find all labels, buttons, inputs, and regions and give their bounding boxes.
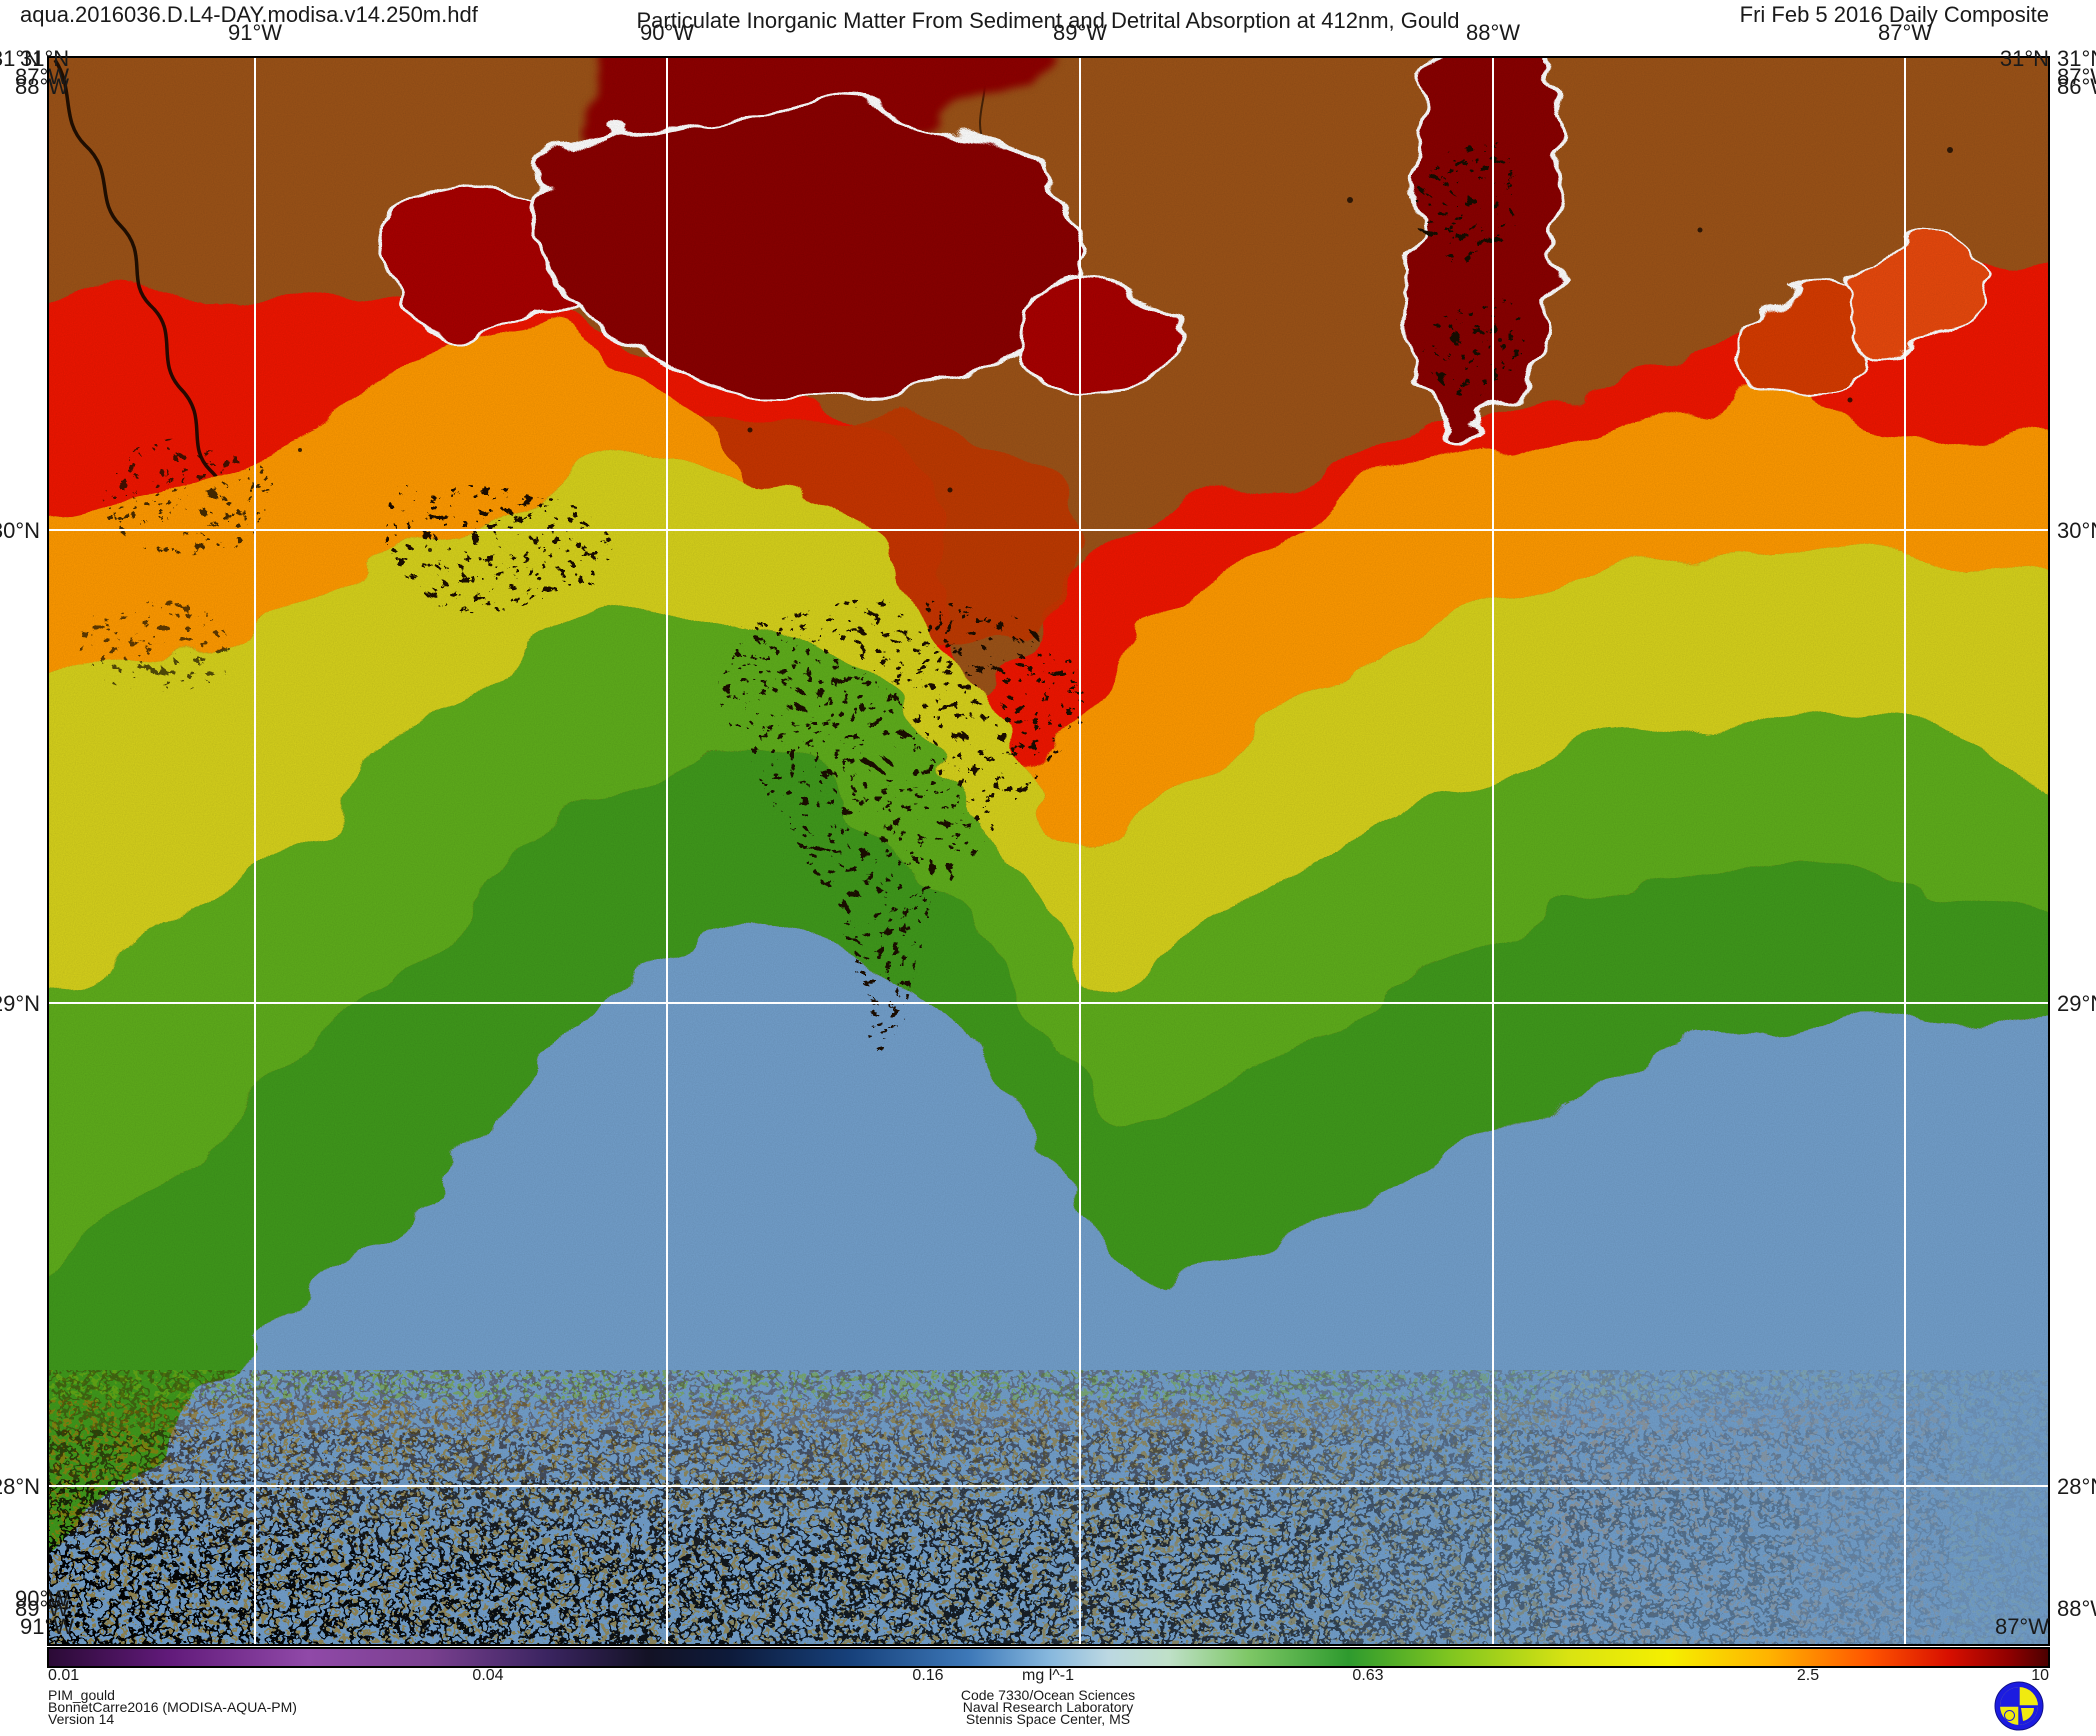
- svg-text:30°N: 30°N: [2057, 518, 2096, 543]
- svg-text:91°W: 91°W: [228, 20, 282, 45]
- svg-text:88°W: 88°W: [15, 74, 69, 99]
- svg-text:28°N: 28°N: [2057, 1474, 2096, 1499]
- svg-text:0.01: 0.01: [48, 1667, 79, 1684]
- svg-text:Particulate Inorganic Matter F: Particulate Inorganic Matter From Sedime…: [637, 8, 1460, 33]
- svg-text:2.5: 2.5: [1797, 1667, 1819, 1684]
- svg-text:0.63: 0.63: [1352, 1667, 1383, 1684]
- svg-text:mg l^-1: mg l^-1: [1022, 1667, 1074, 1684]
- svg-text:90°W: 90°W: [640, 20, 694, 45]
- svg-text:89°W: 89°W: [1053, 20, 1107, 45]
- svg-text:29°N: 29°N: [0, 991, 40, 1016]
- svg-text:Version 14: Version 14: [48, 1711, 114, 1727]
- svg-text:31°N: 31°N: [2057, 46, 2096, 71]
- svg-text:31°N: 31°N: [2000, 46, 2049, 71]
- svg-text:88°W: 88°W: [1466, 20, 1520, 45]
- svg-text:87°W: 87°W: [1995, 1614, 2049, 1639]
- svg-text:0.16: 0.16: [912, 1667, 943, 1684]
- svg-text:10: 10: [2031, 1667, 2049, 1684]
- svg-text:90°W: 90°W: [15, 1586, 69, 1611]
- svg-text:31°N: 31°N: [0, 46, 40, 71]
- svg-text:Stennis Space Center, MS: Stennis Space Center, MS: [966, 1711, 1130, 1727]
- svg-text:87°W: 87°W: [1878, 20, 1932, 45]
- svg-text:29°N: 29°N: [2057, 991, 2096, 1016]
- svg-text:88°W: 88°W: [2057, 1596, 2096, 1621]
- svg-text:0.04: 0.04: [472, 1667, 503, 1684]
- svg-text:28°N: 28°N: [0, 1474, 40, 1499]
- svg-text:86°W: 86°W: [2057, 74, 2096, 99]
- svg-text:30°N: 30°N: [0, 518, 40, 543]
